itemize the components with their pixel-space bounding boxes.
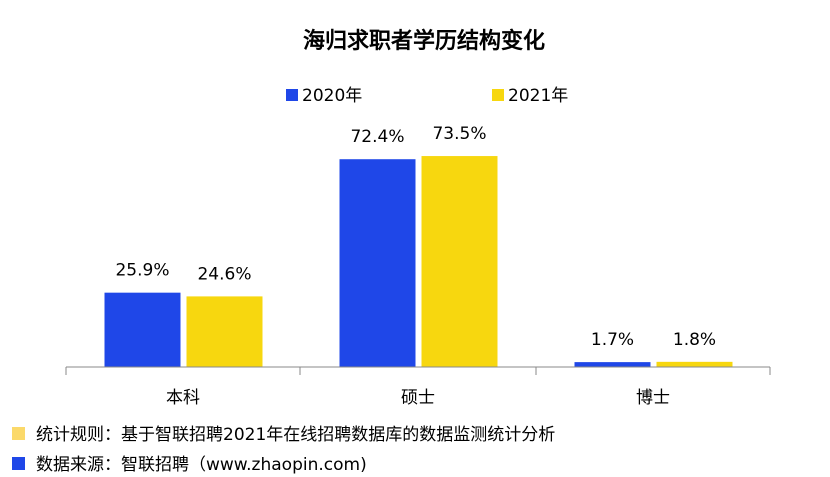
bar-bachelor-2020 [104, 292, 181, 367]
bar-master-2020 [339, 159, 416, 367]
footnote-rule: 统计规则：基于智联招聘2021年在线招聘数据库的数据监测统计分析 [36, 425, 555, 445]
data-label-master-2020: 72.4% [350, 127, 404, 147]
bar-doctor-2021 [656, 361, 733, 367]
data-label-bachelor-2020: 25.9% [115, 261, 169, 281]
footnotes: 统计规则：基于智联招聘2021年在线招聘数据库的数据监测统计分析 数据来源：智联… [12, 425, 555, 475]
footnote-swatch-rule [12, 427, 25, 440]
category-label-doctor: 博士 [636, 388, 670, 408]
data-label-master-2021: 73.5% [432, 124, 486, 144]
bars: 25.9% 24.6% 72.4% 73.5% 1.7% 1.8% [104, 124, 733, 367]
category-labels: 本科 硕士 博士 [166, 388, 670, 408]
footnote-source: 数据来源：智联招聘（www.zhaopin.com) [36, 455, 367, 475]
data-label-doctor-2021: 1.8% [673, 330, 716, 350]
category-label-bachelor: 本科 [166, 388, 200, 408]
bar-doctor-2020 [574, 362, 651, 367]
bar-master-2021 [421, 156, 498, 367]
legend-swatch-2020 [286, 89, 298, 101]
chart-title: 海归求职者学历结构变化 [303, 28, 545, 54]
footnote-swatch-source [12, 457, 25, 470]
legend-label-2021: 2021年 [508, 86, 568, 106]
legend-swatch-2021 [492, 89, 504, 101]
legend-label-2020: 2020年 [302, 86, 362, 106]
bar-bachelor-2021 [186, 296, 263, 367]
legend: 2020年 2021年 [286, 86, 568, 106]
data-label-doctor-2020: 1.7% [591, 330, 634, 350]
category-label-master: 硕士 [401, 388, 435, 408]
data-label-bachelor-2021: 24.6% [197, 264, 251, 284]
